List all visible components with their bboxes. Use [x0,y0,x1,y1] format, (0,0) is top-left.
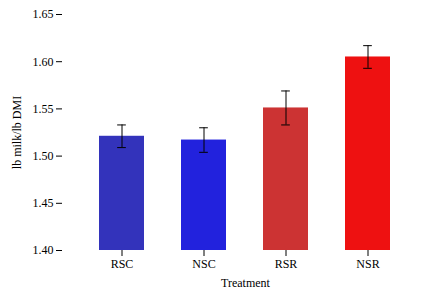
svg-text:1.45: 1.45 [33,196,54,210]
svg-text:NSR: NSR [356,257,379,271]
svg-text:1.40: 1.40 [33,243,54,257]
svg-text:1.55: 1.55 [33,102,54,116]
svg-text:RSC: RSC [111,257,134,271]
svg-text:lb milk/lb DMI: lb milk/lb DMI [10,96,24,169]
svg-text:RSR: RSR [275,257,298,271]
svg-text:NSC: NSC [192,257,215,271]
svg-text:1.60: 1.60 [33,55,54,69]
svg-text:Treatment: Treatment [221,276,271,290]
svg-text:1.65: 1.65 [33,7,54,21]
svg-text:1.50: 1.50 [33,149,54,163]
